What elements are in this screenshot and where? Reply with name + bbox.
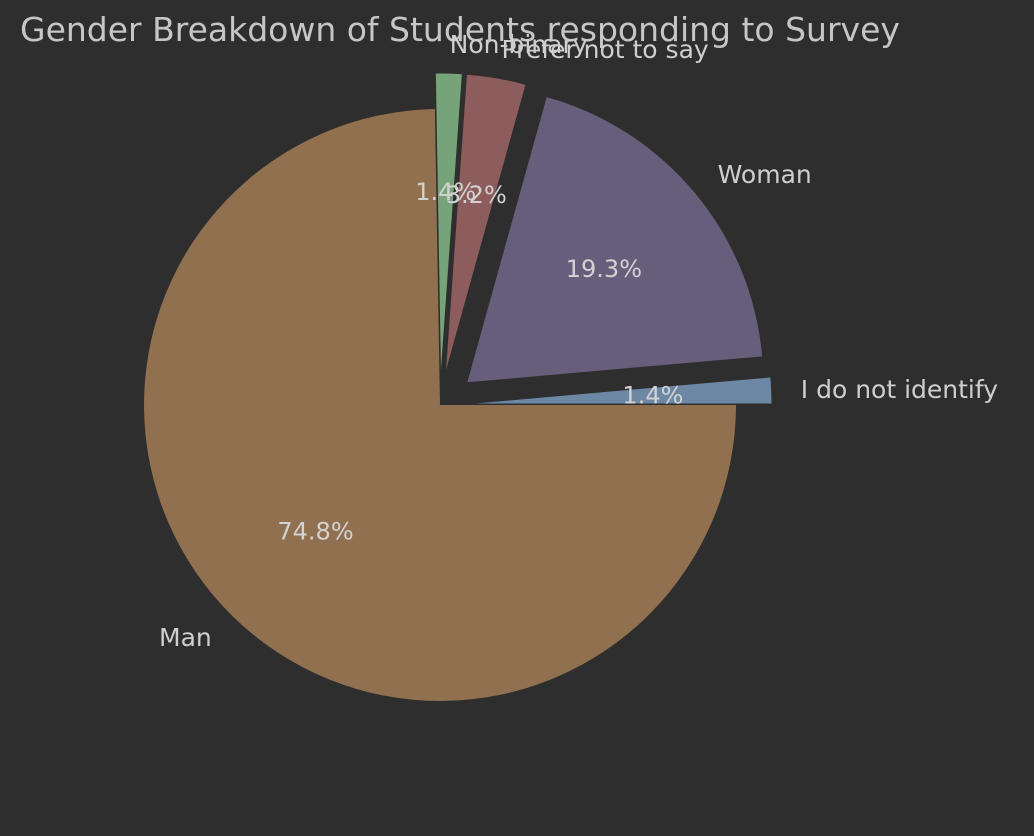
pie-slice-prefer-not-to-say (446, 74, 526, 370)
pie-labels: 1.4% I do not identify 19.3% Woman 3.2% Prefe… (159, 30, 998, 652)
chart-title: Gender Breakdown of Students responding … (20, 10, 900, 49)
pie-slice-man (143, 109, 736, 702)
slice-label: I do not identify (801, 375, 998, 404)
pct-label: 1.4% (622, 382, 683, 410)
pie-slice-non-binary (435, 73, 462, 370)
slice-label: Woman (718, 160, 812, 189)
pct-label: 19.3% (566, 255, 642, 283)
pct-label: 1.4% (415, 178, 476, 206)
pct-label: 3.2% (446, 181, 507, 209)
pie-slice-woman (467, 97, 763, 383)
pie-slice-i-do-not-identify (475, 377, 772, 404)
pct-label: 74.8% (277, 518, 353, 546)
slice-label: Non-binary (450, 30, 588, 59)
slice-label: Man (159, 623, 212, 652)
pie-slices (143, 73, 772, 702)
slice-label: Prefer not to say (501, 35, 708, 64)
